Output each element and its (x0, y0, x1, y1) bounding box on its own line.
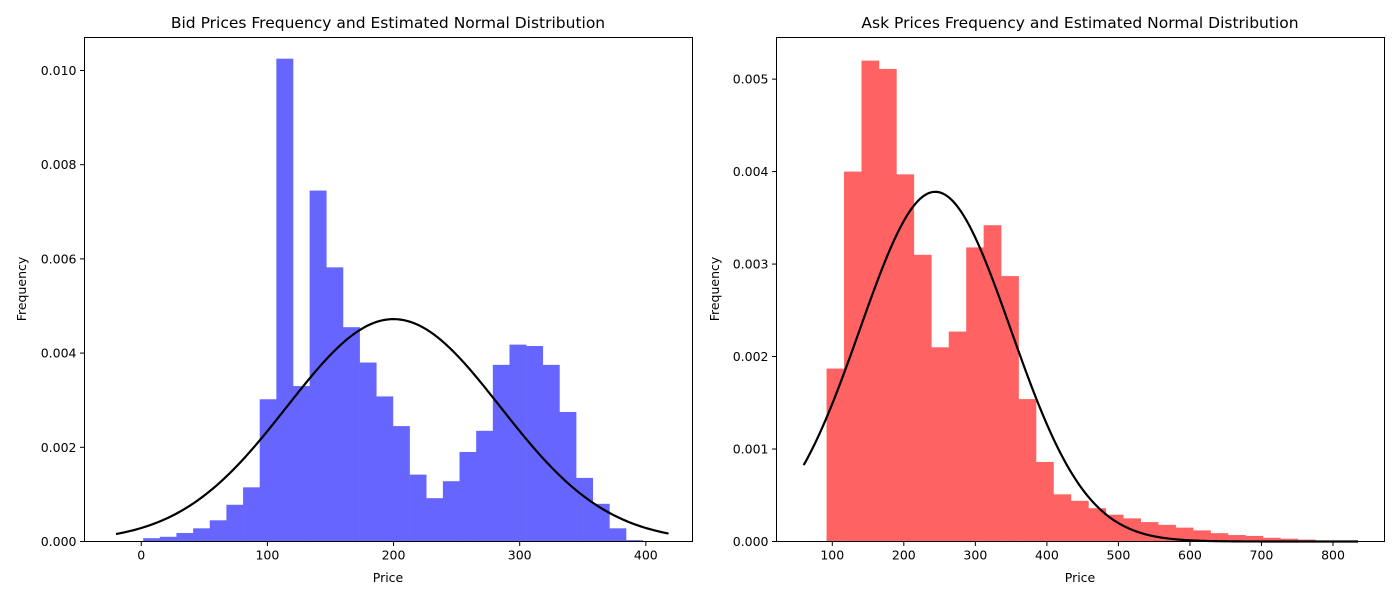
histogram-bar-ask-8 (966, 247, 984, 542)
x-tick-label-ask-0: 100 (820, 548, 844, 563)
histogram-bar-bid-22 (509, 344, 527, 542)
histogram-bar-ask-12 (1036, 461, 1054, 542)
histogram-bar-bid-1 (159, 536, 177, 542)
histogram-bar-bid-9 (293, 386, 310, 542)
histogram-bar-ask-20 (1175, 527, 1194, 542)
chart-bid: Bid Prices Frequency and Estimated Norma… (14, 14, 693, 585)
histogram-bar-bid-7 (259, 399, 277, 542)
histogram-bar-bid-28 (609, 528, 627, 542)
histogram-bar-ask-3 (878, 68, 897, 542)
x-tick-label-ask-2: 300 (963, 548, 987, 563)
x-tick-label-ask-1: 200 (892, 548, 916, 563)
histogram-bar-bid-21 (492, 364, 510, 542)
y-tick-label-bid-3: 0.006 (41, 251, 77, 266)
axes-frame-bid (84, 37, 693, 542)
x-tick-label-bid-0: 0 (137, 548, 145, 563)
histogram-bar-ask-23 (1227, 535, 1246, 542)
histogram-bar-ask-4 (896, 174, 915, 542)
y-tick-label-bid-5: 0.010 (41, 63, 77, 78)
histogram-bar-bid-19 (459, 452, 477, 542)
x-tick-label-bid-1: 100 (255, 548, 279, 563)
histogram-bar-ask-25 (1262, 537, 1281, 542)
y-axis-label-bid: Frequency (14, 256, 29, 321)
histogram-bar-bid-26 (576, 477, 594, 542)
histogram-bar-bid-15 (392, 426, 410, 542)
histogram-bar-bid-23 (526, 346, 544, 542)
x-tick-label-ask-6: 700 (1250, 548, 1274, 563)
plot-area-bid: 0 100 200 300 400 0.000 0.002 0.004 0.006 0.008 0.… (41, 58, 669, 563)
histogram-bar-bid-18 (442, 481, 460, 542)
histogram-bar-ask-14 (1070, 500, 1089, 542)
histogram-bar-ask-5 (913, 254, 932, 542)
histogram-bar-bid-14 (376, 396, 394, 542)
histogram-bar-bid-25 (559, 411, 577, 542)
histogram-bar-bid-2 (176, 533, 194, 542)
x-tick-label-ask-5: 600 (1178, 548, 1202, 563)
x-axis-label-ask: Price (1065, 570, 1096, 585)
histogram-bar-bid-5 (226, 504, 244, 542)
histogram-bar-bid-0 (143, 538, 161, 542)
histogram-bar-ask-15 (1088, 508, 1107, 542)
histogram-bar-ask-1 (844, 171, 862, 542)
histogram-bar-bid-13 (359, 362, 377, 542)
histogram-bar-bid-17 (426, 498, 444, 542)
histogram-bar-bid-4 (209, 520, 227, 542)
normal-curve-bid (115, 318, 669, 536)
chart-title-ask: Ask Prices Frequency and Estimated Norma… (861, 14, 1298, 32)
histogram-bar-bid-11 (326, 267, 344, 542)
histogram-bar-bid-6 (243, 487, 261, 542)
histogram-bar-ask-13 (1053, 494, 1072, 542)
chart-title-bid: Bid Prices Frequency and Estimated Norma… (171, 14, 605, 32)
histogram-bar-bid-20 (476, 430, 494, 542)
histogram-bar-bid-12 (342, 327, 360, 542)
y-tick-label-bid-1: 0.002 (41, 440, 77, 455)
axes-frame-ask (776, 37, 1385, 542)
y-axis-label-ask: Frequency (707, 256, 722, 321)
y-tick-label-ask-3: 0.003 (733, 257, 769, 272)
histogram-bar-ask-21 (1193, 530, 1211, 542)
histogram-bar-bid-16 (409, 474, 427, 542)
y-tick-label-bid-2: 0.004 (41, 346, 77, 361)
chart-ask: Ask Prices Frequency and Estimated Norma… (707, 14, 1385, 585)
y-tick-label-ask-1: 0.001 (733, 442, 769, 457)
histogram-bar-bid-27 (592, 503, 610, 542)
y-tick-label-ask-4: 0.004 (733, 164, 769, 179)
y-tick-label-ask-5: 0.005 (733, 72, 769, 87)
plot-area-ask: 100 200 300 400 500 600 700 800 0.000 0.001 0.002 0… (733, 60, 1368, 563)
x-tick-label-bid-4: 400 (634, 548, 658, 563)
histogram-bar-ask-22 (1210, 533, 1229, 542)
histogram-bar-ask-24 (1245, 535, 1264, 542)
y-tick-label-bid-4: 0.008 (41, 157, 77, 172)
histogram-bar-ask-26 (1280, 538, 1299, 542)
histogram-bar-ask-10 (1001, 276, 1019, 542)
histogram-bar-bid-8 (276, 58, 294, 542)
x-axis-label-bid: Price (373, 570, 404, 585)
x-tick-label-ask-7: 800 (1321, 548, 1345, 563)
x-tick-label-ask-3: 400 (1035, 548, 1059, 563)
histogram-bar-ask-9 (983, 225, 1002, 542)
histogram-bar-ask-0 (826, 368, 845, 542)
histogram-bar-bid-3 (193, 528, 211, 542)
histogram-bar-ask-16 (1105, 514, 1124, 542)
y-tick-label-bid-0: 0.000 (41, 534, 77, 549)
x-tick-label-bid-2: 200 (382, 548, 406, 563)
y-tick-label-ask-0: 0.000 (733, 534, 769, 549)
histogram-bar-ask-6 (931, 347, 950, 542)
histogram-bar-bid-24 (542, 364, 560, 542)
histogram-bar-ask-18 (1140, 522, 1159, 542)
x-tick-label-ask-4: 500 (1106, 548, 1130, 563)
histogram-bar-ask-11 (1018, 399, 1037, 542)
y-tick-label-ask-2: 0.002 (733, 349, 769, 364)
histogram-bar-ask-7 (948, 331, 967, 542)
x-tick-label-bid-3: 300 (508, 548, 532, 563)
histogram-bar-bid-10 (309, 190, 327, 542)
histogram-bar-bid-29 (626, 540, 643, 542)
